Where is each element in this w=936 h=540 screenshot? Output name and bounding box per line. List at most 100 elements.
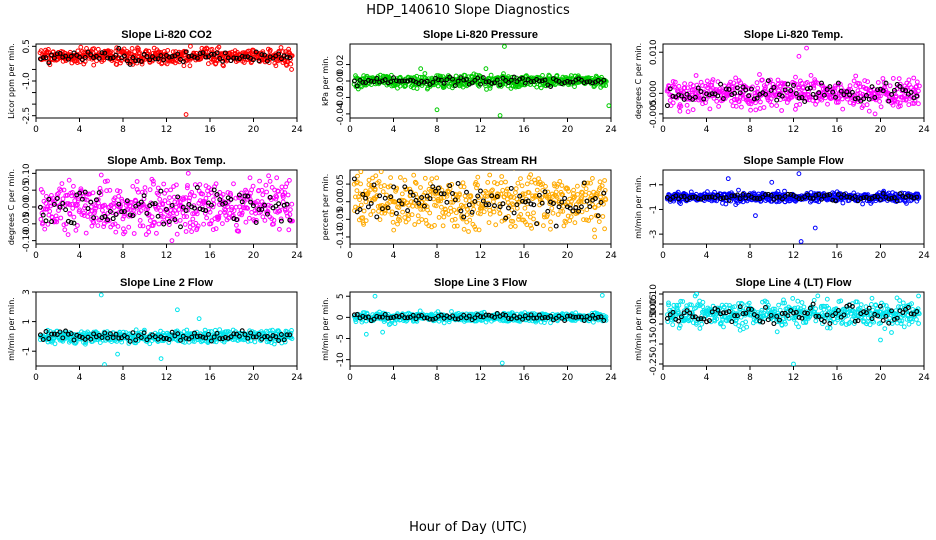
data-point <box>565 186 570 191</box>
data-point <box>578 199 584 205</box>
data-point <box>264 339 270 345</box>
reference-point <box>200 207 206 213</box>
data-point <box>526 190 532 196</box>
reference-point <box>461 214 467 220</box>
reference-point <box>82 189 88 195</box>
reference-point <box>503 215 509 221</box>
reference-point <box>284 332 290 338</box>
data-point <box>209 46 215 52</box>
data-point <box>840 106 846 112</box>
data-point <box>84 197 90 203</box>
data-point <box>550 210 556 216</box>
data-point <box>491 209 497 215</box>
reference-point <box>601 190 607 196</box>
reference-point <box>144 337 150 343</box>
reference-point <box>77 190 83 196</box>
reference-point <box>203 54 209 60</box>
reference-point <box>183 335 189 341</box>
reference-point <box>880 88 886 94</box>
x-tick-label: 4 <box>77 125 83 135</box>
reference-point <box>382 77 388 83</box>
x-tick-label: 0 <box>347 125 353 135</box>
data-point <box>355 179 360 185</box>
reference-point <box>172 217 178 223</box>
data-point <box>290 218 295 224</box>
data-point <box>726 82 732 88</box>
data-point <box>91 220 97 226</box>
data-point <box>399 191 405 197</box>
reference-point <box>214 330 220 336</box>
data-point <box>137 50 142 55</box>
data-point <box>515 180 521 186</box>
reference-point <box>287 332 293 338</box>
reference-point <box>113 212 119 217</box>
data-point <box>137 223 143 229</box>
reference-point <box>550 201 556 206</box>
data-point <box>138 208 144 214</box>
reference-point <box>236 56 242 62</box>
y-tick-label: 0.010 <box>649 39 659 65</box>
data-point <box>285 192 291 198</box>
data-point <box>85 214 91 219</box>
data-point <box>475 174 481 180</box>
data-point <box>728 79 733 85</box>
reference-point <box>553 77 559 83</box>
data-point <box>213 226 219 232</box>
data-point <box>59 181 65 187</box>
data-point <box>58 215 64 221</box>
data-point <box>693 73 699 78</box>
reference-point <box>264 211 270 217</box>
data-point <box>675 189 681 195</box>
reference-point <box>891 195 897 201</box>
reference-point <box>567 79 573 85</box>
data-point <box>60 196 66 202</box>
reference-point <box>186 53 192 59</box>
reference-point <box>368 78 374 84</box>
data-point <box>704 78 710 84</box>
data-point <box>166 222 172 228</box>
reference-point <box>914 93 920 99</box>
data-point <box>164 188 169 193</box>
reference-point <box>704 194 710 200</box>
data-point <box>115 224 121 229</box>
reference-point <box>388 79 394 85</box>
outlier-point <box>804 45 809 51</box>
data-point <box>397 218 403 223</box>
y-tick-label: 1 <box>22 319 32 325</box>
data-point <box>177 218 183 223</box>
data-point <box>400 209 406 215</box>
data-point <box>461 184 467 190</box>
outlier-point <box>796 53 802 59</box>
reference-point <box>581 180 587 186</box>
reference-point <box>194 55 200 61</box>
data-point <box>439 204 444 210</box>
data-point <box>248 338 254 344</box>
data-point <box>847 83 853 89</box>
x-tick-label: 24 <box>291 373 303 383</box>
data-point <box>779 108 784 113</box>
data-point <box>370 208 376 214</box>
reference-point <box>194 334 200 340</box>
y-tick-label: -0.10 <box>22 229 32 253</box>
y-tick-label: -0.05 <box>336 208 346 231</box>
reference-point <box>239 53 245 59</box>
reference-point <box>732 90 738 96</box>
data-point <box>763 85 768 90</box>
reference-point <box>217 56 223 61</box>
reference-point <box>698 89 704 95</box>
data-point <box>204 215 210 221</box>
reference-point <box>79 57 85 63</box>
reference-point <box>497 204 503 210</box>
reference-point <box>562 195 568 201</box>
data-point <box>91 46 97 51</box>
data-point <box>557 179 563 184</box>
data-point <box>287 212 293 217</box>
points-layer <box>37 44 295 117</box>
x-tick-label: 16 <box>831 251 843 261</box>
data-point <box>409 199 414 205</box>
data-point <box>417 308 423 314</box>
x-tick-label: 24 <box>918 251 930 261</box>
reference-point <box>71 50 77 56</box>
data-point <box>906 77 912 83</box>
